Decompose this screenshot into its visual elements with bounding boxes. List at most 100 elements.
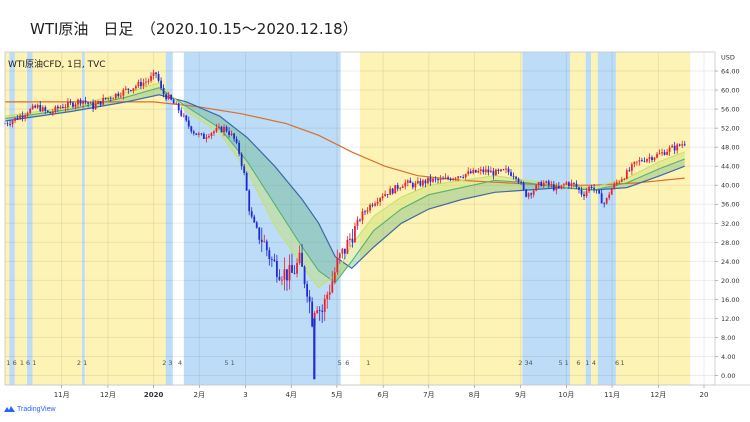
x-tick-label: 6月: [377, 391, 388, 399]
candle-body: [170, 94, 173, 100]
candle-body: [268, 250, 271, 260]
candle-body: [500, 169, 502, 172]
background-band: [82, 52, 85, 385]
candle-body: [84, 100, 87, 103]
band-label: 1 6: [6, 359, 16, 367]
candle-body: [427, 177, 429, 184]
y-tick-label: 48.00: [721, 144, 740, 152]
candle-body: [225, 126, 228, 132]
candle-body: [527, 193, 530, 197]
candle-body: [401, 186, 404, 188]
candle-body: [522, 182, 525, 190]
candle-body: [646, 159, 648, 162]
candle-body: [275, 260, 278, 277]
candle-body: [603, 203, 606, 205]
candle-body: [643, 160, 646, 162]
candle-body: [245, 172, 248, 191]
candle-body: [92, 102, 95, 110]
candle-body: [588, 186, 590, 192]
band-label: 6: [615, 359, 619, 367]
candle-body: [109, 97, 112, 99]
candle-body: [424, 180, 427, 184]
x-tick-label: 2020: [144, 391, 164, 399]
candle-body: [64, 107, 67, 108]
candle-body: [600, 193, 603, 204]
candle-body: [152, 72, 155, 77]
candle-body: [112, 98, 115, 99]
candle-body: [542, 182, 545, 187]
candle-body: [633, 161, 636, 165]
candle-body: [210, 133, 213, 137]
candle-body: [230, 133, 233, 135]
candle-body: [263, 241, 266, 243]
candle-body: [530, 193, 533, 195]
candle-body: [46, 110, 49, 112]
candle-body: [26, 113, 29, 116]
x-tick-label: 20: [700, 391, 709, 399]
candle-body: [510, 172, 512, 176]
candle-body: [213, 131, 215, 134]
x-tick-label: 9月: [515, 391, 526, 399]
candle-body: [565, 182, 568, 185]
candle-body: [205, 137, 208, 139]
candle-body: [668, 147, 671, 152]
candle-body: [517, 178, 520, 183]
candle-body: [301, 252, 303, 267]
candle-body: [452, 178, 455, 181]
candle-body: [512, 175, 515, 177]
candle-body: [422, 180, 424, 186]
background-band: [9, 52, 15, 385]
candle-body: [495, 169, 497, 176]
symbol-label: WTI原油CFD, 1日, TVC: [8, 60, 106, 70]
candle-body: [167, 94, 170, 100]
candle-body: [479, 169, 482, 171]
candle-body: [583, 194, 585, 197]
band-label: 5 1: [224, 359, 234, 367]
candle-body: [303, 266, 306, 285]
candle-body: [432, 178, 434, 182]
candle-body: [570, 182, 573, 187]
candle-body: [628, 170, 631, 172]
candle-body: [613, 183, 616, 189]
background-band: [570, 52, 586, 385]
candle-body: [663, 152, 666, 155]
candle-body: [419, 181, 422, 186]
candle-body: [411, 183, 414, 188]
candle-body: [525, 189, 528, 197]
y-tick-label: 4.00: [721, 353, 735, 361]
candle-body: [437, 179, 439, 181]
candle-body: [331, 281, 334, 293]
candle-body: [62, 106, 64, 108]
x-tick-label: 7月: [423, 391, 434, 399]
candle-body: [19, 115, 22, 120]
candle-body: [532, 190, 535, 195]
candle-body: [283, 269, 286, 280]
candle-body: [444, 177, 447, 179]
candle-body: [346, 239, 349, 254]
candle-body: [326, 294, 329, 299]
band-label: 1 6 1: [20, 359, 37, 367]
candle-body: [107, 97, 110, 99]
candle-body: [364, 211, 366, 213]
candle-body: [187, 120, 190, 127]
background-band: [522, 52, 571, 385]
band-label: 4: [529, 359, 533, 367]
candle-body: [87, 102, 89, 104]
candle-body: [414, 183, 417, 188]
candle-body: [469, 171, 472, 174]
candle-body: [145, 81, 147, 83]
candle-body: [361, 211, 364, 221]
candle-body: [434, 178, 437, 180]
background-band: [183, 52, 341, 385]
candle-body: [142, 82, 145, 87]
tradingview-logo[interactable]: TradingView: [4, 405, 56, 413]
candle-body: [369, 204, 371, 211]
candle-body: [683, 144, 686, 146]
candle-body: [114, 93, 117, 99]
candle-body: [293, 272, 296, 274]
candle-body: [119, 95, 122, 97]
candle-body: [165, 94, 168, 100]
background-band: [585, 52, 592, 385]
candle-body: [97, 101, 100, 104]
